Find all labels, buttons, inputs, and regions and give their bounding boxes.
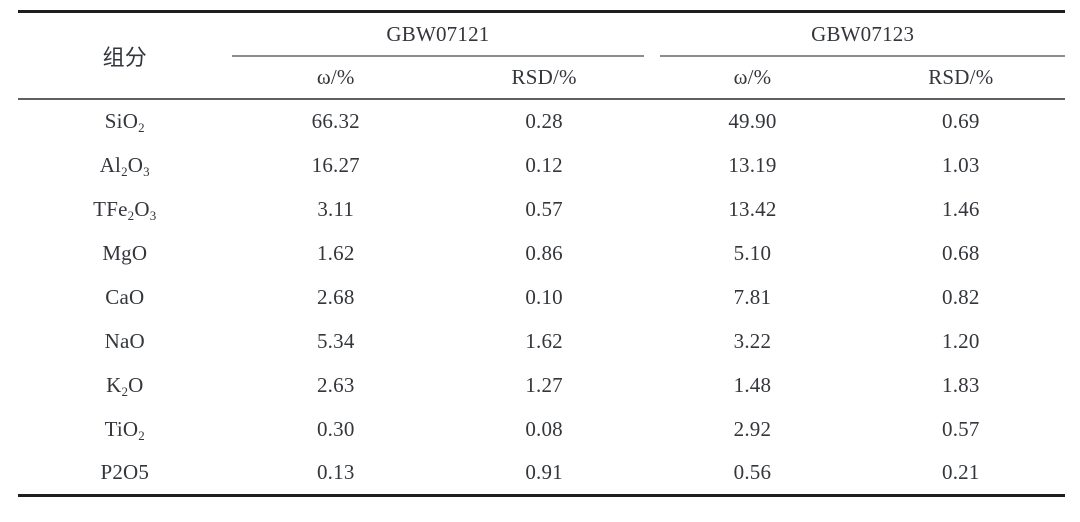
results-table-container: 组分 GBW07121 GBW07123 ω/% RSD/% ω/% RSD/%…	[18, 10, 1065, 497]
component-cell: MgO	[102, 240, 148, 265]
value-cell: 13.19	[728, 152, 777, 177]
value-cell: 0.68	[942, 240, 980, 265]
value-cell: 0.12	[525, 152, 563, 177]
component-cell: K2O	[106, 372, 144, 399]
value-cell: 5.34	[316, 328, 355, 353]
subheader-omega-gbw07123: ω/%	[648, 57, 857, 100]
table-body: SiO2 66.32 0.28 49.90 0.69 Al2O3 16.27 0.12 13.1…	[18, 99, 1065, 495]
value-cell: 16.27	[311, 152, 360, 177]
sub-header-row: ω/% RSD/% ω/% RSD/%	[18, 57, 1065, 100]
component-cell: Al2O3	[99, 152, 150, 179]
component-cell: TiO2	[104, 416, 145, 443]
component-cell: P2O5	[100, 459, 150, 484]
group-header-gbw07123: GBW07123	[648, 12, 1065, 57]
value-cell: 7.81	[733, 284, 772, 309]
subheader-omega-gbw07121: ω/%	[231, 57, 440, 100]
group-label-gbw07123: GBW07123	[660, 13, 1065, 57]
value-cell: 0.57	[942, 416, 980, 441]
table-header: 组分 GBW07121 GBW07123 ω/% RSD/% ω/% RSD/%	[18, 11, 1065, 100]
value-cell: 3.22	[733, 328, 772, 353]
value-cell: 0.56	[733, 459, 772, 484]
value-cell: 1.83	[942, 372, 980, 397]
value-cell: 0.86	[525, 240, 563, 265]
value-cell: 0.10	[525, 284, 563, 309]
value-cell: 0.69	[942, 109, 980, 133]
value-cell: 0.91	[525, 459, 563, 484]
component-cell: CaO	[105, 284, 145, 309]
value-cell: 1.03	[942, 152, 980, 177]
group-header-gbw07121: GBW07121	[231, 12, 649, 57]
table-row: TiO2 0.30 0.08 2.92 0.57	[18, 407, 1065, 451]
table-row: MgO 1.62 0.86 5.10 0.68	[18, 231, 1065, 275]
value-cell: 1.27	[525, 372, 563, 397]
value-cell: 0.13	[316, 459, 355, 484]
table-row: SiO2 66.32 0.28 49.90 0.69	[18, 99, 1065, 143]
value-cell: 2.63	[316, 372, 355, 397]
component-cell: NaO	[104, 328, 145, 353]
table-row: K2O 2.63 1.27 1.48 1.83	[18, 363, 1065, 407]
component-cell: SiO2	[104, 109, 145, 135]
table-row: TFe2O3 3.11 0.57 13.42 1.46	[18, 187, 1065, 231]
subheader-rsd-gbw07123: RSD/%	[856, 57, 1065, 100]
value-cell: 66.32	[311, 109, 360, 133]
value-cell: 1.20	[942, 328, 980, 353]
table-row: CaO 2.68 0.10 7.81 0.82	[18, 275, 1065, 319]
value-cell: 5.10	[733, 240, 772, 265]
group-label-gbw07121: GBW07121	[231, 13, 645, 57]
value-cell: 0.21	[942, 459, 980, 484]
value-cell: 1.62	[316, 240, 355, 265]
table-row: P2O5 0.13 0.91 0.56 0.21	[18, 451, 1065, 495]
value-cell: 13.42	[728, 196, 777, 221]
value-cell: 1.48	[733, 372, 772, 397]
value-cell: 2.92	[733, 416, 772, 441]
table-row: NaO 5.34 1.62 3.22 1.20	[18, 319, 1065, 363]
component-cell: TFe2O3	[93, 196, 157, 223]
group-header-row: 组分 GBW07121 GBW07123	[18, 11, 1065, 100]
value-cell: 0.30	[316, 416, 355, 441]
value-cell: 0.08	[525, 416, 563, 441]
value-cell: 0.57	[525, 196, 563, 221]
data-table: 组分 GBW07121 GBW07123 ω/% RSD/% ω/% RSD/%…	[18, 10, 1065, 497]
table-row: Al2O3 16.27 0.12 13.19 1.03	[18, 143, 1065, 187]
value-cell: 1.62	[525, 328, 563, 353]
value-cell: 0.82	[942, 284, 980, 309]
subheader-rsd-gbw07121: RSD/%	[439, 57, 649, 100]
value-cell: 0.28	[525, 109, 563, 133]
value-cell: 49.90	[728, 109, 777, 133]
value-cell: 1.46	[942, 196, 980, 221]
component-column-header: 组分	[18, 11, 232, 100]
value-cell: 3.11	[317, 196, 355, 221]
value-cell: 2.68	[316, 284, 355, 309]
